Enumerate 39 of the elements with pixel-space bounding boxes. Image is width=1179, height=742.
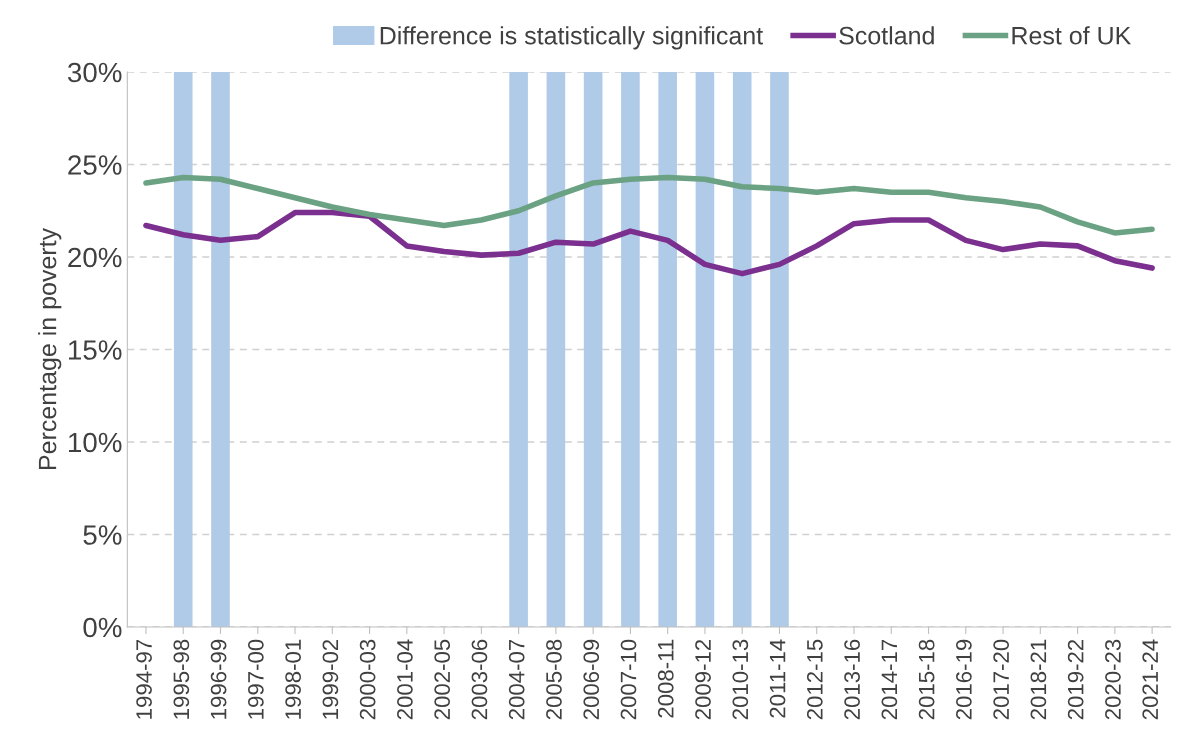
y-tick-label: 15% <box>68 340 122 360</box>
x-tick-label: 1997-00 <box>247 639 264 719</box>
x-tick-label: 2019-22 <box>1067 639 1084 720</box>
x-tick-label: 1995-98 <box>173 639 190 719</box>
legend-label: Scotland <box>839 26 934 45</box>
x-tick-label: 2000-03 <box>359 639 376 720</box>
x-tick-label: 2001-04 <box>397 639 413 720</box>
x-tick-label: 2007-10 <box>620 639 637 720</box>
x-tick-label: 2012-15 <box>806 639 823 720</box>
x-tick-label: 2011-14 <box>769 639 786 718</box>
y-axis-title: Percentage in poverty <box>38 227 62 470</box>
x-tick-label: 2002-05 <box>434 639 451 720</box>
legend-label: Rest of UK <box>1012 26 1132 45</box>
x-tick-label: 2005-08 <box>546 639 562 720</box>
x-tick-label: 2020-23 <box>1105 639 1121 720</box>
x-tick-label: 2021-24 <box>1142 639 1159 720</box>
x-tick-label: 2003-06 <box>471 639 488 720</box>
x-tick-label: 2017-20 <box>993 639 1010 720</box>
y-tick-label: 5% <box>83 525 122 545</box>
x-tick-label: 2013-16 <box>844 639 860 720</box>
x-tick-label: 2004-07 <box>508 639 525 720</box>
x-tick-label: 1999-02 <box>322 639 339 719</box>
x-tick-label: 1998-01 <box>285 639 301 719</box>
y-tick-label: 30% <box>67 62 122 83</box>
x-tick-label: 1994-97 <box>136 639 152 719</box>
y-tick-label: 20% <box>68 247 122 268</box>
x-tick-label: 2010-13 <box>732 639 749 720</box>
x-tick-label: 1996-99 <box>210 639 227 719</box>
x-tick-label: 2006-09 <box>583 639 600 720</box>
y-tick-label: 0% <box>83 617 122 638</box>
x-tick-label: 2015-18 <box>918 639 935 720</box>
x-tick-label: 2016-19 <box>956 639 972 720</box>
legend-label: Difference is statistically significant <box>380 26 763 50</box>
x-tick-label: 2014-17 <box>881 639 898 720</box>
y-tick-label: 25% <box>68 155 122 175</box>
x-tick-label: 2008-11 <box>657 639 674 718</box>
y-tick-label: 10% <box>68 432 122 453</box>
x-tick-label: 2018-21 <box>1030 639 1047 720</box>
x-tick-label: 2009-12 <box>695 639 711 720</box>
